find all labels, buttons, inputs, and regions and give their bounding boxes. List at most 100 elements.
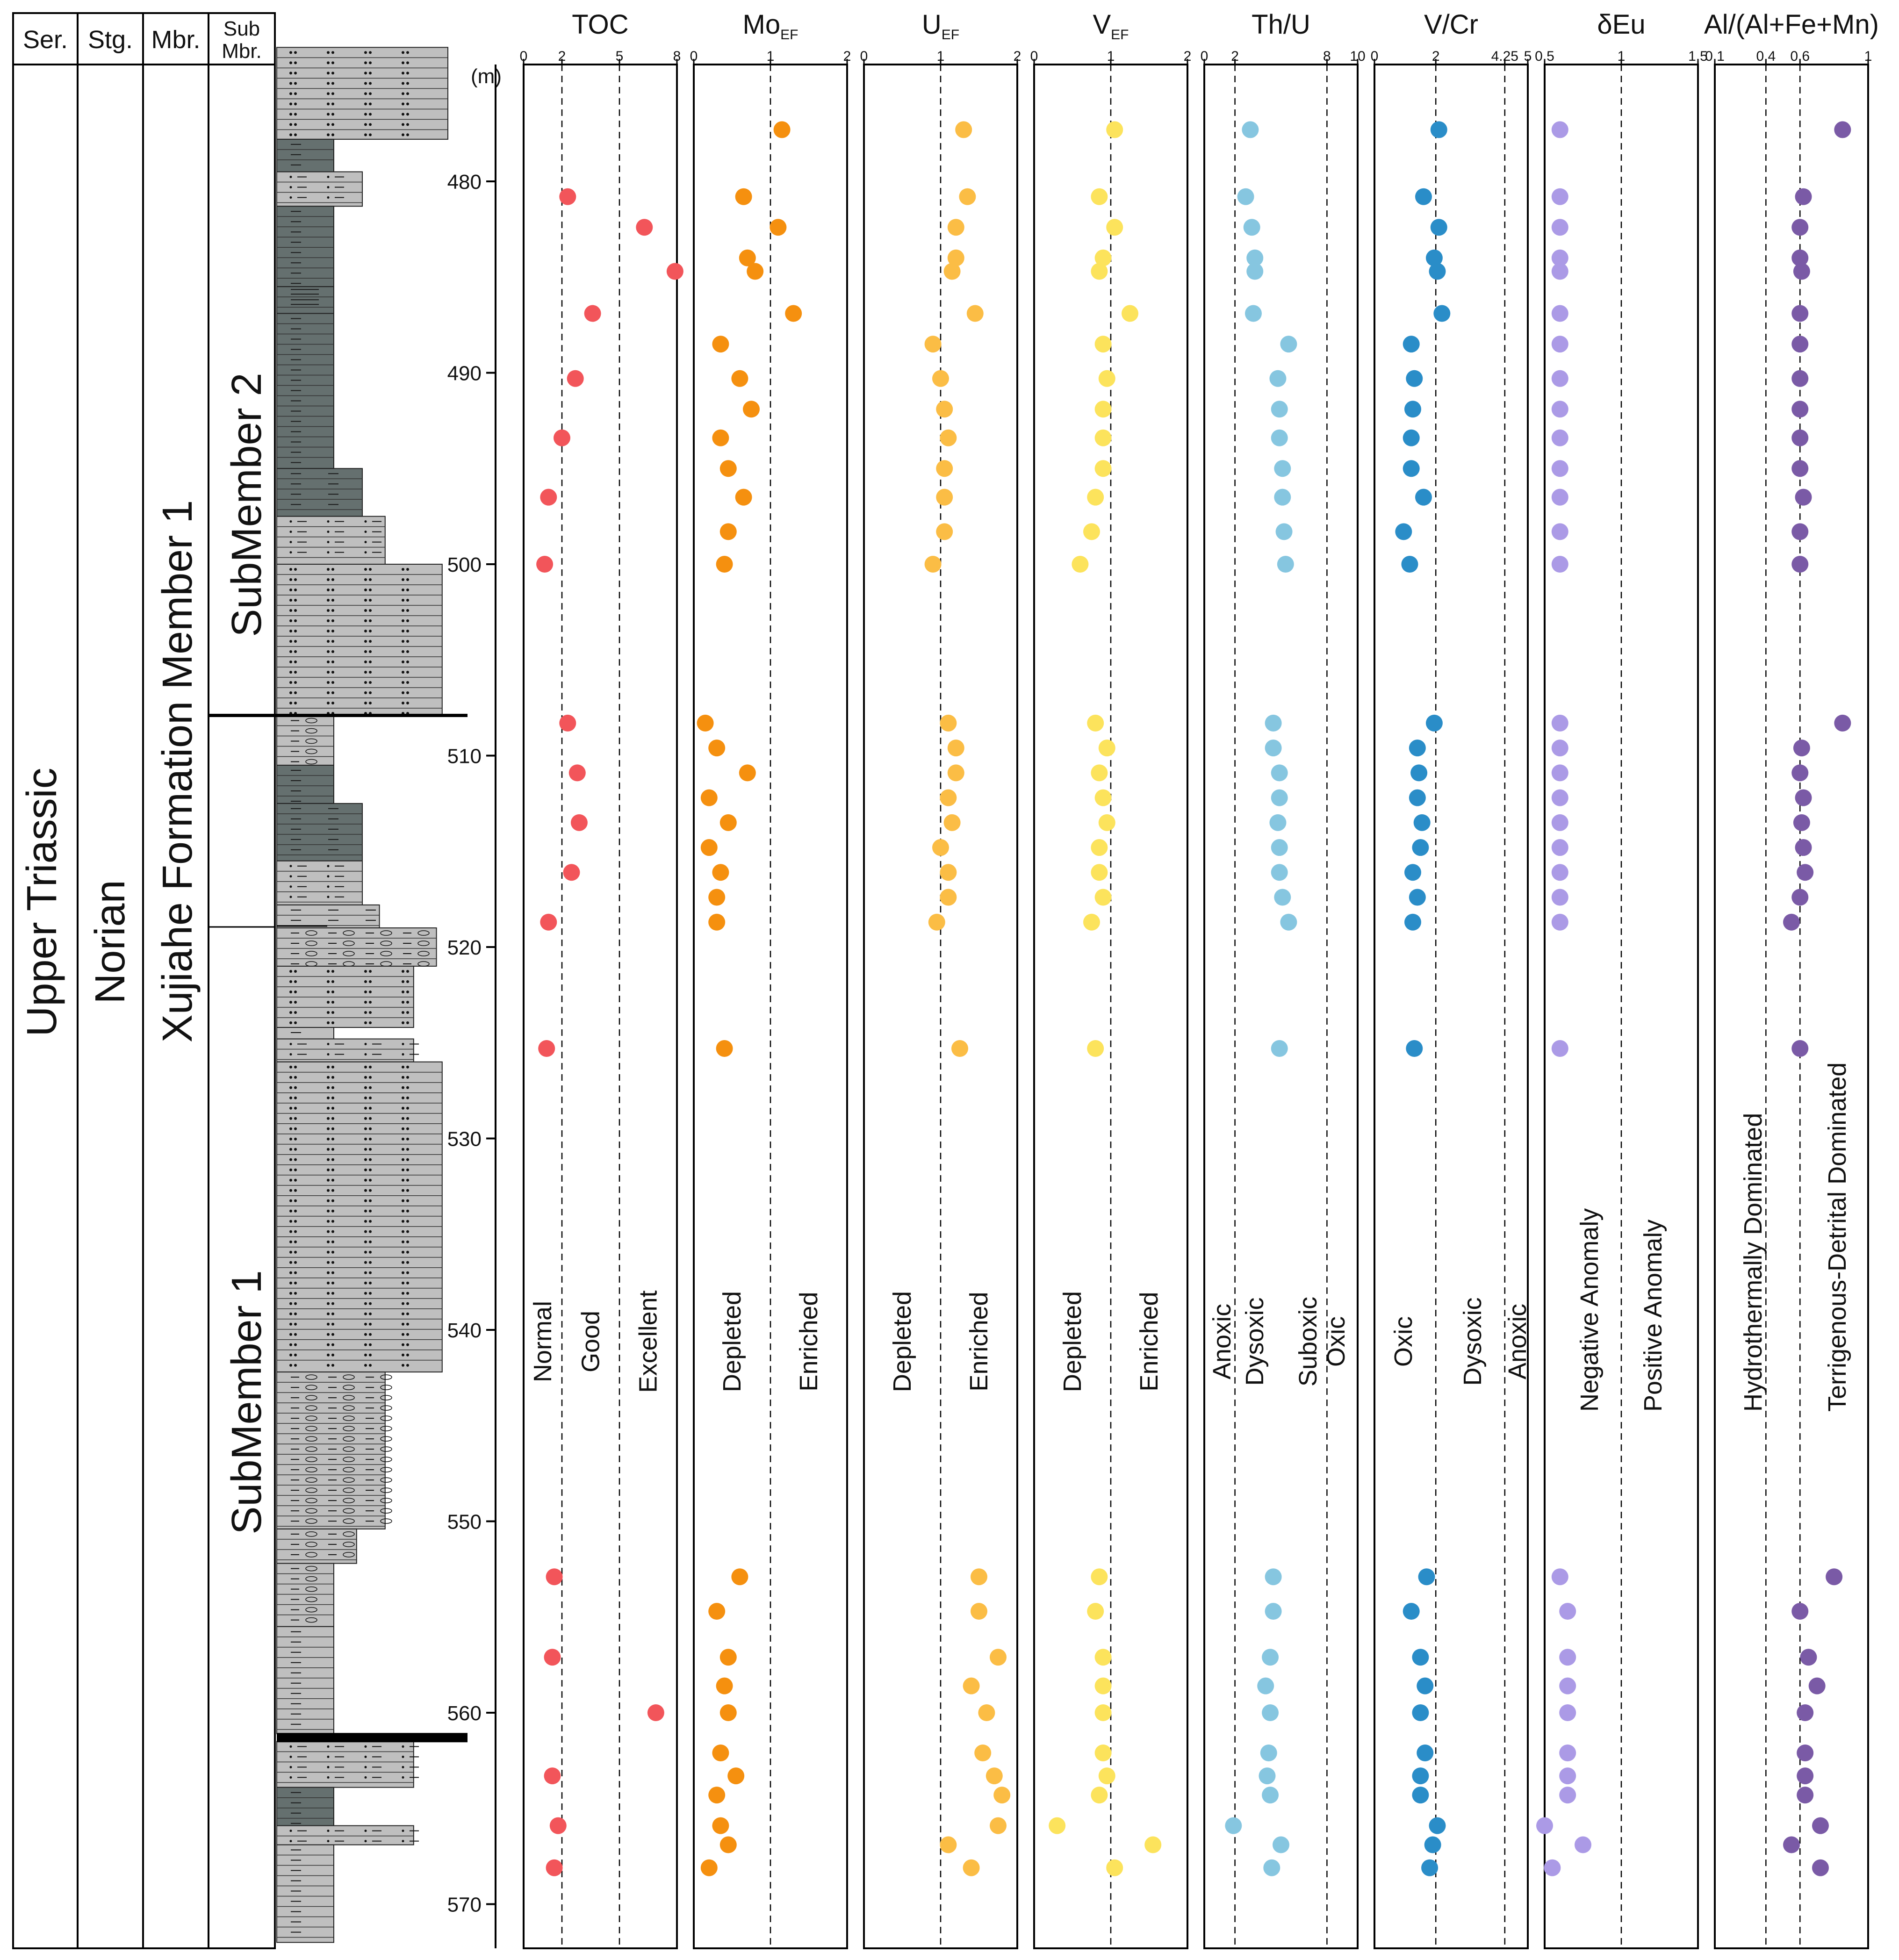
lithology-symbol bbox=[369, 1322, 372, 1326]
lithology-symbol bbox=[331, 671, 334, 674]
lithology-symbol bbox=[402, 123, 404, 126]
lithology-symbol bbox=[364, 1302, 367, 1305]
lithology-symbol bbox=[327, 1065, 330, 1069]
data-point-VCr bbox=[1412, 1704, 1429, 1721]
lithology-symbol bbox=[406, 92, 409, 95]
panel-MoEF: MoEF 0 1 2 Depleted Enriched bbox=[690, 9, 851, 1949]
lithology-symbol bbox=[369, 640, 372, 643]
lithology-symbol bbox=[402, 1011, 404, 1014]
lithology-symbol bbox=[305, 951, 317, 956]
data-point-dEu bbox=[1559, 1767, 1576, 1785]
lithology-symbol bbox=[294, 1292, 297, 1295]
lithology-bed-sandstone bbox=[276, 171, 363, 207]
lithology-symbol bbox=[364, 51, 367, 54]
data-point-MoEF bbox=[716, 1040, 733, 1057]
data-point-UEF bbox=[974, 1744, 992, 1761]
lithology-symbol bbox=[364, 1011, 367, 1014]
lithology-symbol bbox=[380, 930, 392, 936]
data-point-VEF bbox=[1091, 839, 1108, 856]
lithology-symbol bbox=[406, 1261, 409, 1264]
lithology-symbol bbox=[305, 1446, 317, 1452]
lithology-symbol bbox=[364, 82, 367, 85]
lithology-symbol bbox=[364, 520, 367, 523]
panel-title: Al/(Al+Fe+Mn) bbox=[1704, 9, 1879, 40]
data-point-VEF bbox=[1098, 814, 1115, 831]
lithology-symbol bbox=[331, 1178, 334, 1182]
lithology-symbol bbox=[331, 1199, 334, 1202]
lithology-symbol bbox=[369, 1333, 372, 1336]
lithology-symbol bbox=[364, 568, 367, 571]
lithology-symbol bbox=[327, 896, 330, 898]
data-point-AlRatio bbox=[1812, 1859, 1829, 1876]
lithology-symbol bbox=[294, 1148, 297, 1151]
lithology-symbol bbox=[294, 1021, 297, 1024]
lithology-symbol bbox=[289, 1230, 292, 1233]
lithology-symbol bbox=[406, 1137, 409, 1141]
lithology-symbol bbox=[364, 1281, 367, 1285]
lithology-symbol bbox=[369, 92, 372, 95]
lithology-symbol bbox=[327, 186, 330, 189]
lithology-symbol bbox=[369, 1302, 372, 1305]
lithology-symbol bbox=[305, 1487, 317, 1493]
zone-label: Oxic bbox=[1389, 1316, 1417, 1367]
lithology-symbol bbox=[327, 980, 330, 983]
data-point-VCr bbox=[1430, 121, 1447, 138]
x-tick-label: 0.1 bbox=[1705, 49, 1725, 64]
lithology-symbol bbox=[289, 630, 292, 632]
lithology-symbol bbox=[327, 578, 330, 581]
lithology-symbol bbox=[364, 1240, 367, 1243]
lithology-symbol bbox=[289, 650, 292, 653]
lithology-symbol bbox=[331, 1000, 334, 1004]
lithology-symbol bbox=[343, 1531, 355, 1537]
panel-dEu: δEu 0.5 1 1.5 Negative Anomaly Positive Anoma… bbox=[1535, 9, 1708, 1949]
depth-tick-label: 570 bbox=[447, 1894, 482, 1917]
lithology-symbol bbox=[369, 1292, 372, 1295]
lithology-symbol bbox=[305, 759, 317, 765]
x-tick-label: 8 bbox=[1323, 49, 1331, 64]
lithology-symbol bbox=[369, 51, 372, 54]
lithology-symbol bbox=[369, 1261, 372, 1264]
data-point-dEu bbox=[1559, 1787, 1576, 1804]
data-point-AlRatio bbox=[1834, 714, 1851, 732]
lithology-symbol bbox=[294, 92, 297, 95]
data-point-UEF bbox=[993, 1787, 1011, 1804]
lithology-bed-sandstone bbox=[276, 564, 443, 716]
lithology-symbol bbox=[402, 1240, 404, 1243]
lithology-symbol bbox=[406, 1250, 409, 1254]
lithology-symbol bbox=[364, 123, 367, 126]
data-point-dEu bbox=[1551, 121, 1568, 138]
lithology-symbol bbox=[406, 619, 409, 622]
lithology-symbol bbox=[327, 1011, 330, 1014]
lithology-symbol bbox=[406, 1127, 409, 1130]
data-point-UEF bbox=[947, 219, 964, 236]
zone-label: Hydrothermally Dominated bbox=[1739, 1113, 1767, 1412]
lithology-symbol bbox=[402, 1271, 404, 1274]
lithology-symbol bbox=[406, 1271, 409, 1274]
lithology-symbol bbox=[402, 1261, 404, 1264]
lithology-symbol bbox=[402, 568, 404, 571]
lithology-symbol bbox=[305, 1426, 317, 1431]
lithology-symbol bbox=[331, 1271, 334, 1274]
lithology-symbol bbox=[364, 609, 367, 612]
lithology-symbol bbox=[327, 51, 330, 54]
lithology-symbol bbox=[369, 589, 372, 591]
lithology-symbol bbox=[343, 1395, 355, 1400]
zone-label: Dysoxic bbox=[1459, 1297, 1487, 1386]
data-point-AlRatio bbox=[1797, 1767, 1814, 1785]
lithology-symbol bbox=[343, 1436, 355, 1442]
lithology-symbol bbox=[327, 1364, 330, 1367]
lithology-symbol bbox=[289, 1302, 292, 1305]
lithology-symbol bbox=[327, 541, 330, 544]
data-point-UEF bbox=[940, 789, 957, 806]
data-point-VEF bbox=[1091, 263, 1108, 280]
panel-UEF: UEF 0 1 2 Depleted Enriched bbox=[860, 9, 1021, 1949]
data-point-UEF bbox=[947, 249, 964, 266]
data-point-VCr bbox=[1415, 188, 1432, 205]
data-point-VEF bbox=[1091, 864, 1108, 881]
lithology-symbol bbox=[305, 1508, 317, 1514]
data-point-MoEF bbox=[697, 714, 714, 732]
lithology-symbol bbox=[289, 609, 292, 612]
lithology-symbol bbox=[364, 1776, 367, 1779]
data-point-AlRatio bbox=[1812, 1817, 1829, 1834]
lithology-symbol bbox=[294, 1250, 297, 1254]
